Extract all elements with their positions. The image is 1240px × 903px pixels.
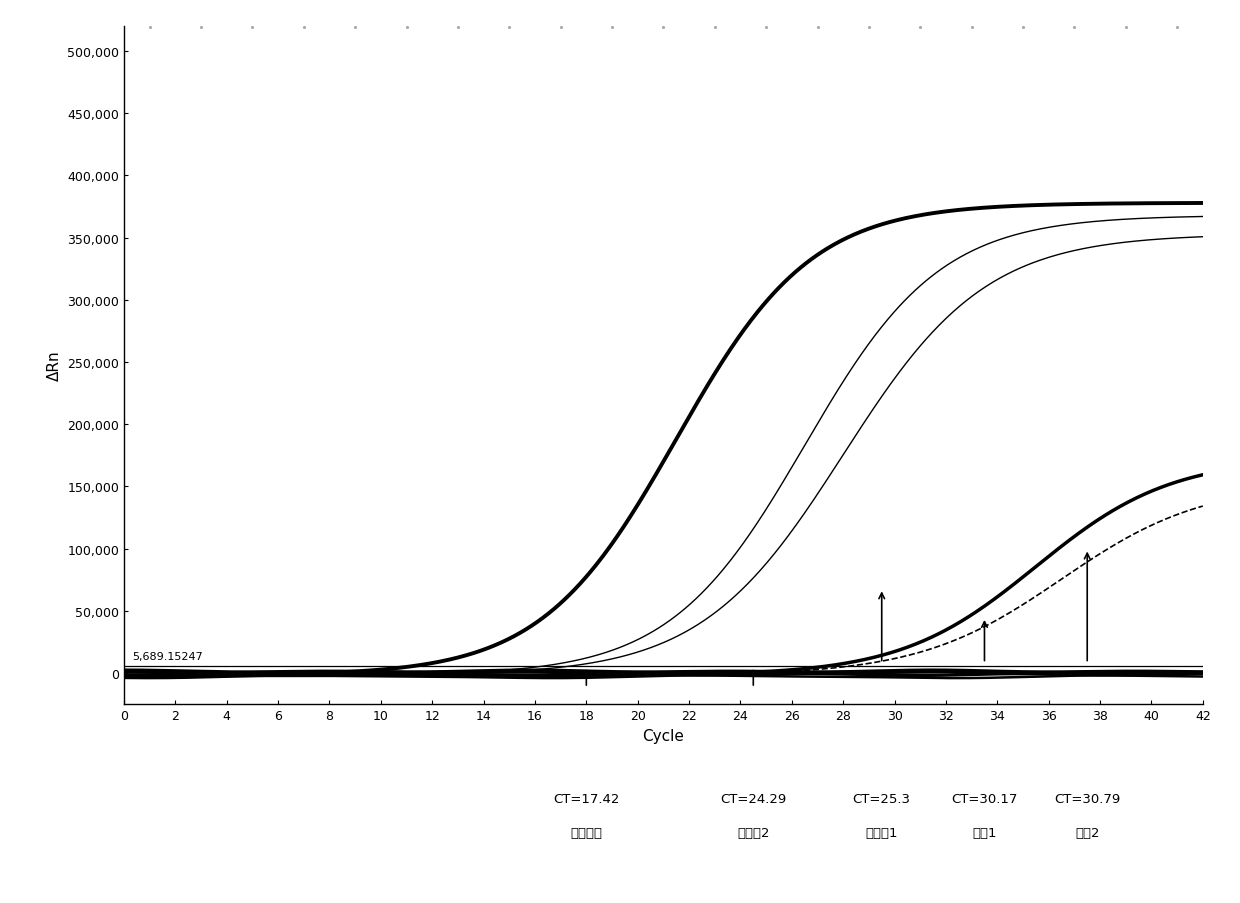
Text: CT=25.3: CT=25.3 bbox=[853, 793, 910, 805]
Text: CT=30.17: CT=30.17 bbox=[951, 793, 1018, 805]
Text: 原管1: 原管1 bbox=[972, 826, 997, 839]
Text: 5,689.15247: 5,689.15247 bbox=[131, 651, 202, 661]
Text: CT=24.29: CT=24.29 bbox=[720, 793, 786, 805]
Text: 新型管2: 新型管2 bbox=[737, 826, 770, 839]
Text: 阳性对照: 阳性对照 bbox=[570, 826, 603, 839]
X-axis label: Cycle: Cycle bbox=[642, 728, 684, 742]
Text: 原管2: 原管2 bbox=[1075, 826, 1100, 839]
Text: CT=17.42: CT=17.42 bbox=[553, 793, 620, 805]
Text: CT=30.79: CT=30.79 bbox=[1054, 793, 1120, 805]
Y-axis label: ΔRn: ΔRn bbox=[47, 350, 62, 381]
Text: 新型管1: 新型管1 bbox=[866, 826, 898, 839]
